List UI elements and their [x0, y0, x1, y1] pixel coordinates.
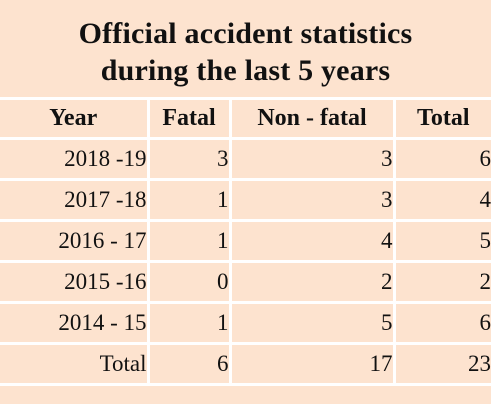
fatal-cell: 1 — [148, 302, 232, 345]
header-row: Year Fatal Non - fatal Total — [0, 100, 491, 140]
accident-statistics-table: Year Fatal Non - fatal Total 2018 -19 3 … — [0, 100, 491, 386]
column-header-fatal: Fatal — [148, 100, 232, 140]
title-line-1: Official accident statistics — [78, 17, 413, 50]
table-title: Official accident statistics during the … — [0, 0, 491, 100]
table-row: 2015 -16 0 2 2 — [0, 261, 491, 304]
table-row: 2017 -18 1 3 4 — [0, 179, 491, 222]
year-cell: 2016 - 17 — [0, 220, 150, 263]
non-fatal-cell: 3 — [230, 138, 396, 181]
year-cell: 2015 -16 — [0, 261, 150, 304]
year-cell: 2014 - 15 — [0, 302, 150, 345]
column-header-year: Year — [0, 100, 150, 140]
table-row: 2016 - 17 1 4 5 — [0, 220, 491, 263]
totals-row: Total 6 17 23 — [0, 343, 491, 386]
total-cell: 6 — [394, 302, 491, 345]
fatal-cell: 3 — [148, 138, 232, 181]
non-fatal-cell: 4 — [230, 220, 396, 263]
table-row: 2018 -19 3 3 6 — [0, 138, 491, 181]
column-header-non-fatal: Non - fatal — [230, 100, 396, 140]
grand-total-cell: 23 — [394, 343, 491, 386]
fatal-cell: 0 — [148, 261, 232, 304]
fatal-cell: 1 — [148, 220, 232, 263]
non-fatal-cell: 2 — [230, 261, 396, 304]
year-cell: 2018 -19 — [0, 138, 150, 181]
totals-label-cell: Total — [0, 343, 150, 386]
title-line-2: during the last 5 years — [100, 54, 391, 87]
non-fatal-total-cell: 17 — [230, 343, 396, 386]
non-fatal-cell: 5 — [230, 302, 396, 345]
total-cell: 6 — [394, 138, 491, 181]
fatal-total-cell: 6 — [148, 343, 232, 386]
total-cell: 5 — [394, 220, 491, 263]
year-cell: 2017 -18 — [0, 179, 150, 222]
total-cell: 2 — [394, 261, 491, 304]
total-cell: 4 — [394, 179, 491, 222]
non-fatal-cell: 3 — [230, 179, 396, 222]
table-row: 2014 - 15 1 5 6 — [0, 302, 491, 345]
column-header-total: Total — [394, 100, 491, 140]
fatal-cell: 1 — [148, 179, 232, 222]
